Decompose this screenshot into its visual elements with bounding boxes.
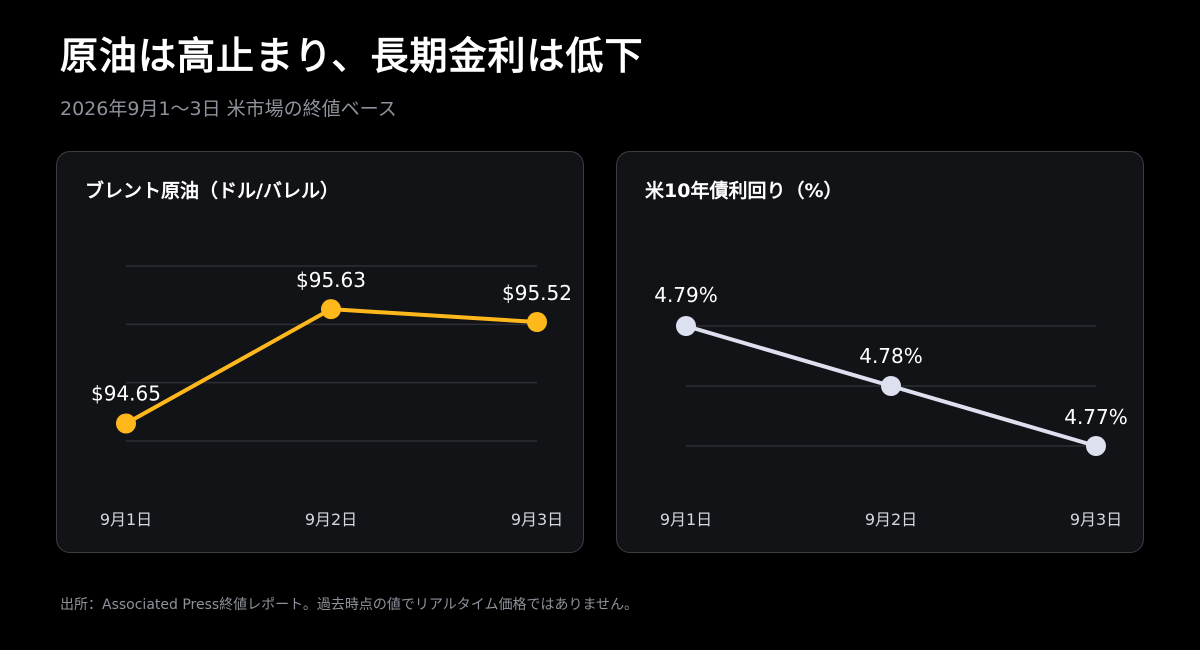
treasury-x-tick-label-2: 9月3日 bbox=[1070, 510, 1122, 529]
treasury-data-point-0 bbox=[676, 316, 696, 336]
brent-data-label-0: $94.65 bbox=[91, 382, 161, 406]
treasury-x-tick-label-1: 9月2日 bbox=[865, 510, 917, 529]
treasury-data-label-1: 4.78% bbox=[859, 344, 923, 368]
treasury-x-tick-label-0: 9月1日 bbox=[660, 510, 712, 529]
page-subtitle: 2026年9月1〜3日 米市場の終値ベース bbox=[60, 98, 397, 120]
brent-data-point-1 bbox=[321, 299, 341, 320]
treasury-chart-title: 米10年債利回り（%） bbox=[645, 180, 843, 202]
brent-data-label-2: $95.52 bbox=[502, 281, 572, 305]
brent-x-tick-label-2: 9月3日 bbox=[511, 510, 563, 529]
treasury-line-chart: 4.79% 9月1日 4.78% 9月2日 4.77% 9月3日 bbox=[654, 283, 1128, 529]
page-title: 原油は高止まり、長期金利は低下 bbox=[60, 34, 644, 78]
treasury-chart-panel: 米10年債利回り（%） 4.79% 9月1日 4.78% 9月2日 4.77% 9月3日 bbox=[616, 151, 1144, 553]
brent-x-tick-label-0: 9月1日 bbox=[100, 510, 152, 529]
treasury-data-point-2 bbox=[1086, 436, 1106, 456]
brent-line-chart: $94.65 9月1日 $95.63 9月2日 $95.52 9月3日 bbox=[91, 265, 572, 529]
treasury-data-point-1 bbox=[881, 376, 901, 396]
brent-series-line bbox=[124, 307, 539, 426]
brent-chart-title: ブレント原油（ドル/バレル） bbox=[85, 180, 339, 202]
brent-data-label-1: $95.63 bbox=[296, 268, 366, 292]
brent-chart-panel: ブレント原油（ドル/バレル） $94.65 9月1日 $95.63 9月2日 $95.5… bbox=[56, 151, 584, 553]
treasury-data-label-0: 4.79% bbox=[654, 283, 718, 307]
treasury-data-label-2: 4.77% bbox=[1064, 405, 1128, 429]
source-footnote: 出所：Associated Press終値レポート。過去時点の値でリアルタイム価… bbox=[60, 597, 639, 613]
brent-x-tick-label-1: 9月2日 bbox=[305, 510, 357, 529]
brent-data-point-0 bbox=[116, 413, 136, 434]
brent-data-point-2 bbox=[527, 312, 547, 332]
